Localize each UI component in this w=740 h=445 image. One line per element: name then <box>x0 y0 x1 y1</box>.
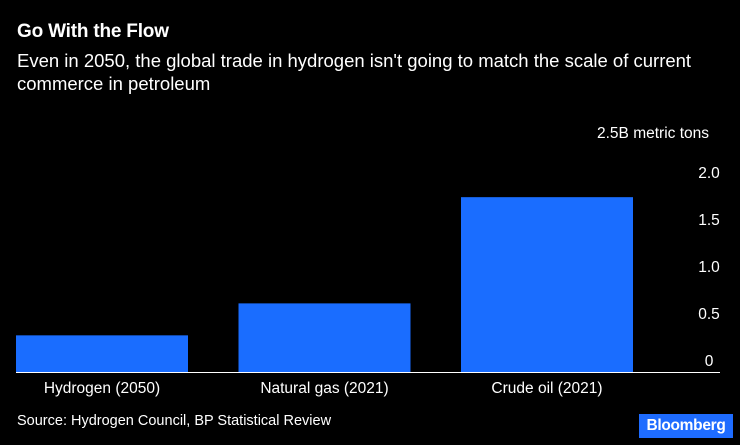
bar <box>461 197 633 372</box>
y-axis-unit-label: 2.5B metric tons <box>597 125 709 142</box>
x-tick-label: Natural gas (2021) <box>260 380 388 397</box>
chart-subtitle: Even in 2050, the global trade in hydrog… <box>17 50 692 94</box>
x-tick-label: Hydrogen (2050) <box>44 380 160 397</box>
y-tick-label: 1.5 <box>698 212 720 229</box>
y-tick-label: 0 <box>705 353 714 370</box>
y-tick-label: 1.0 <box>698 259 720 276</box>
source-note: Source: Hydrogen Council, BP Statistical… <box>17 413 332 429</box>
bar <box>16 335 188 372</box>
chart-title: Go With the Flow <box>17 21 169 42</box>
bloomberg-logo: Bloomberg <box>639 414 733 438</box>
y-tick-label: 2.0 <box>698 165 720 182</box>
bar <box>238 303 411 372</box>
y-tick-label: 0.5 <box>698 306 720 323</box>
x-tick-label: Crude oil (2021) <box>491 380 602 397</box>
